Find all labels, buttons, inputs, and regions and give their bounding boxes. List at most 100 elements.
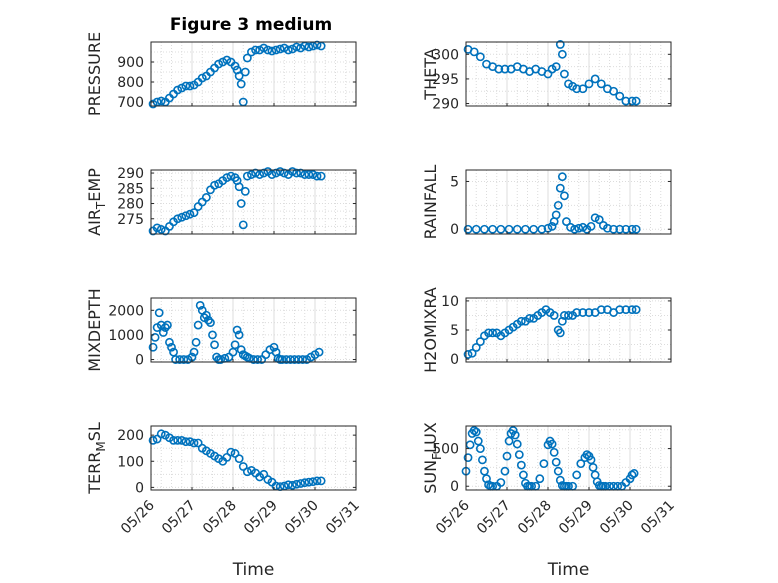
data-point (519, 470, 528, 480)
data-point (269, 342, 279, 352)
data-point (179, 355, 189, 364)
data-point (615, 91, 625, 101)
subplot-row2-right: 0 5 RAINFALL (421, 165, 672, 239)
data-point (629, 469, 639, 478)
data-point (627, 305, 637, 315)
data-point (277, 355, 287, 364)
data-point (242, 53, 252, 63)
data-point (296, 43, 306, 53)
data-point (259, 469, 269, 479)
data-point (475, 52, 485, 62)
data-point (535, 474, 545, 484)
y-tick-label: 1000 (108, 328, 144, 344)
axes-frame (465, 425, 672, 491)
data-point (285, 355, 295, 364)
data-point (292, 479, 301, 489)
axes-background (151, 426, 356, 490)
y-tick-label: 0 (135, 480, 144, 496)
data-point (222, 452, 232, 462)
data-point (312, 476, 322, 486)
data-point (621, 305, 631, 315)
data-point (167, 342, 176, 352)
data-point (480, 466, 489, 476)
data-point (216, 355, 226, 364)
data-point (185, 81, 195, 91)
data-point (551, 457, 561, 467)
data-point (510, 430, 520, 440)
y-tick-label: 200 (117, 428, 144, 444)
data-point (226, 171, 236, 181)
data-point (206, 318, 215, 328)
data-point (547, 221, 557, 231)
y-tick-label: 10 (441, 294, 459, 310)
data-point (189, 438, 199, 448)
data-point (292, 42, 301, 52)
data-point (148, 342, 158, 352)
data-point (236, 79, 246, 89)
y-tick-label: 700 (117, 95, 144, 111)
data-point (609, 86, 618, 96)
data-point (473, 436, 483, 446)
data-point (596, 305, 606, 315)
y-tick-label: 0 (450, 479, 459, 495)
axes-frame (150, 169, 357, 235)
data-point (627, 224, 637, 234)
data-point (555, 40, 565, 49)
data-point (222, 55, 232, 65)
data-point (275, 44, 285, 54)
data-point (210, 180, 219, 190)
y-tick-label: 800 (117, 75, 144, 91)
data-point (203, 315, 213, 325)
data-point (512, 224, 522, 234)
data-point (572, 470, 582, 480)
data-point (181, 211, 191, 221)
data-point (156, 429, 166, 439)
data-point (516, 460, 526, 470)
data-point (230, 449, 240, 458)
data-point (576, 459, 586, 469)
data-point (516, 316, 526, 326)
data-point (469, 426, 479, 435)
y-tick-label: 0 (450, 352, 459, 368)
data-point (615, 224, 625, 234)
y-axis-label-subscript: T (94, 201, 108, 210)
y-tick-label: 2000 (108, 303, 144, 319)
data-point (259, 43, 269, 53)
data-point (477, 455, 487, 465)
data-point (193, 438, 203, 448)
data-point (539, 459, 549, 469)
data-point (275, 167, 285, 176)
data-point (177, 435, 187, 445)
data-point (488, 328, 498, 338)
data-point (631, 96, 641, 106)
data-point (316, 171, 326, 181)
x-axis-label: Time (232, 560, 275, 580)
data-point (283, 480, 293, 490)
data-point (165, 337, 174, 347)
y-axis-label-suffix: LUX (421, 422, 440, 453)
data-point (169, 435, 178, 445)
data-point (463, 224, 473, 234)
data-point (162, 320, 172, 330)
data-point (263, 45, 273, 55)
data-point (304, 170, 314, 179)
y-tick-label: 300 (432, 47, 459, 63)
y-axis-label-main: H2OMIXRA (421, 287, 440, 373)
data-point (314, 347, 324, 357)
axes-frame (150, 41, 357, 107)
data-point (271, 45, 281, 55)
y-axis-label-main: TERR (85, 452, 104, 495)
data-point (549, 311, 559, 320)
data-point (292, 168, 301, 178)
data-point (300, 170, 310, 179)
y-axis-label-main: MIXDEPTH (85, 288, 104, 371)
y-tick-label: 900 (117, 55, 144, 71)
y-tick-label: 280 (117, 197, 144, 213)
data-point (148, 99, 158, 109)
data-point (240, 186, 250, 196)
data-point (234, 182, 244, 192)
